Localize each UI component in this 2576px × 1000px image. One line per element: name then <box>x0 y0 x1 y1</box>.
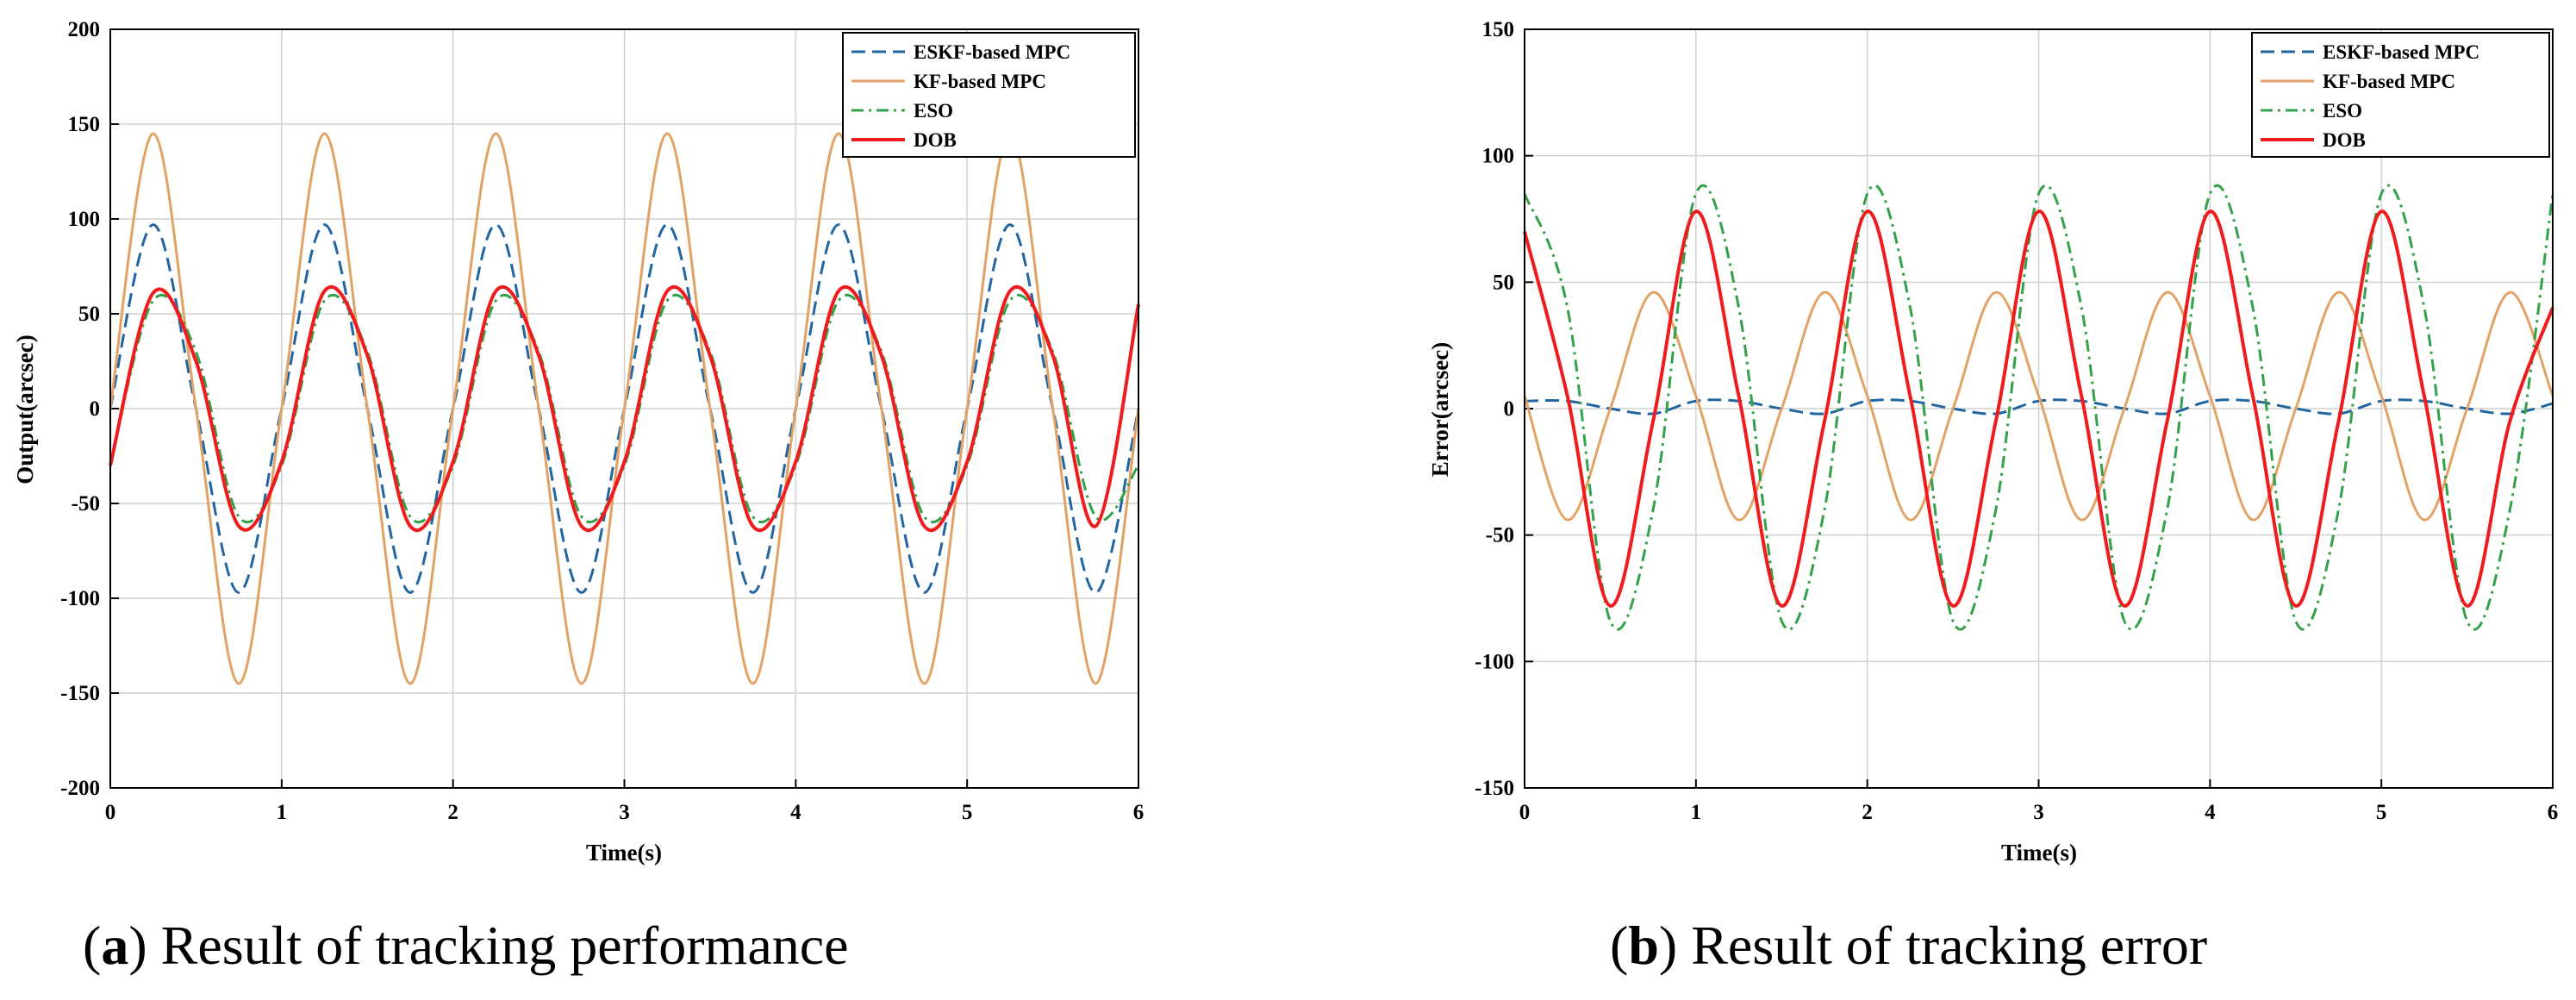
panel-a-xtick-label: 5 <box>962 801 973 824</box>
panel-b-xtick-label: 5 <box>2376 801 2387 824</box>
panel-b-xtick-label: 3 <box>2033 801 2044 824</box>
panel-a-caption-text: Result of tracking performance <box>147 915 849 976</box>
panel-b-ytick-label: -150 <box>1475 777 1514 800</box>
panel-b: Error(arcsec) Time(s) (b) Result of trac… <box>1427 18 2558 976</box>
panel-a-legend-box <box>842 32 1136 158</box>
panel-a-ytick-label: -200 <box>60 777 100 800</box>
panel-a-legend-label: DOB <box>914 129 957 151</box>
panel-b-legend: ESKF-based MPC KF-based MPC ESO DOB <box>2251 32 2550 158</box>
panel-b-ytick-label: 100 <box>1482 145 1515 168</box>
panel-b-ytick-label: 150 <box>1482 18 1515 41</box>
panel-a-xtick-label: 6 <box>1133 801 1145 824</box>
panel-a-ytick-label: 200 <box>68 18 101 41</box>
panel-b-ytick-label: 50 <box>1493 271 1514 294</box>
panel-a-series-dob <box>109 284 1140 533</box>
panel-b-legend-label: ESKF-based MPC <box>2323 41 2479 63</box>
panel-b-ytick-label: 0 <box>1504 397 1515 421</box>
panel-b-series-eso <box>1523 184 2554 631</box>
panel-b-ylabel: Error(arcsec) <box>1427 342 1453 477</box>
panel-b-ytick-label: -50 <box>1486 524 1514 547</box>
panel-b-legend-box <box>2251 32 2550 158</box>
panel-a-legend-label: KF-based MPC <box>914 71 1046 92</box>
panel-b-axes-frame <box>1524 28 2554 789</box>
panel-a-axes-frame <box>109 28 1139 789</box>
panel-a-legend-label: ESO <box>914 100 953 122</box>
panel-b-ytick-label: -100 <box>1475 650 1514 673</box>
panel-a-ytick-label: -150 <box>60 682 100 705</box>
panel-a-xtick-label: 4 <box>790 801 801 824</box>
panel-a-xtick-label: 0 <box>105 801 116 824</box>
panel-a-ytick-label: -50 <box>72 492 100 516</box>
panel-a-series-kf-based-mpc <box>109 132 1140 685</box>
panel-a-ylabel: Output(arcsec) <box>12 334 38 484</box>
panel-b-legend-label: DOB <box>2323 129 2366 151</box>
panel-a-caption-tag: a <box>101 915 128 976</box>
panel-a-xtick-label: 1 <box>277 801 288 824</box>
panel-a-legend-label: ESKF-based MPC <box>914 41 1070 63</box>
panel-b-xtick-label: 6 <box>2548 801 2559 824</box>
panel-b-series-kf-based-mpc <box>1523 291 2554 522</box>
panel-b-caption-text: Result of tracking error <box>1677 915 2207 976</box>
panel-a: Output(arcsec) Time(s) (a) Result of tra… <box>12 18 1144 976</box>
panel-b-legend-label: ESO <box>2323 100 2362 122</box>
panel-a-ytick-label: 50 <box>78 303 100 326</box>
panel-a-ytick-label: 0 <box>90 397 101 421</box>
panel-a-caption: (a) Result of tracking performance <box>83 915 849 976</box>
panel-b-series-dob <box>1523 209 2554 608</box>
panel-a-xtick-label: 2 <box>447 801 458 824</box>
panel-b-xlabel: Time(s) <box>2001 840 2077 866</box>
panel-a-xtick-label: 3 <box>619 801 630 824</box>
panel-b-xtick-label: 1 <box>1691 801 1702 824</box>
panel-a-ytick-label: -100 <box>60 587 100 610</box>
panel-b-series-eskf-based-mpc <box>1524 398 2554 416</box>
panel-b-xtick-label: 0 <box>1519 801 1531 824</box>
panel-b-xtick-label: 2 <box>1862 801 1873 824</box>
panel-b-legend-label: KF-based MPC <box>2323 71 2455 92</box>
panel-b-xtick-label: 4 <box>2205 801 2216 824</box>
panel-b-caption-tag: b <box>1628 915 1659 976</box>
panel-a-ytick-label: 150 <box>68 113 101 136</box>
panel-a-legend: ESKF-based MPC KF-based MPC ESO DOB <box>842 32 1136 158</box>
panel-a-xlabel: Time(s) <box>586 840 662 866</box>
panel-a-ytick-label: 100 <box>68 208 101 231</box>
panel-b-caption: (b) Result of tracking error <box>1610 915 2207 976</box>
